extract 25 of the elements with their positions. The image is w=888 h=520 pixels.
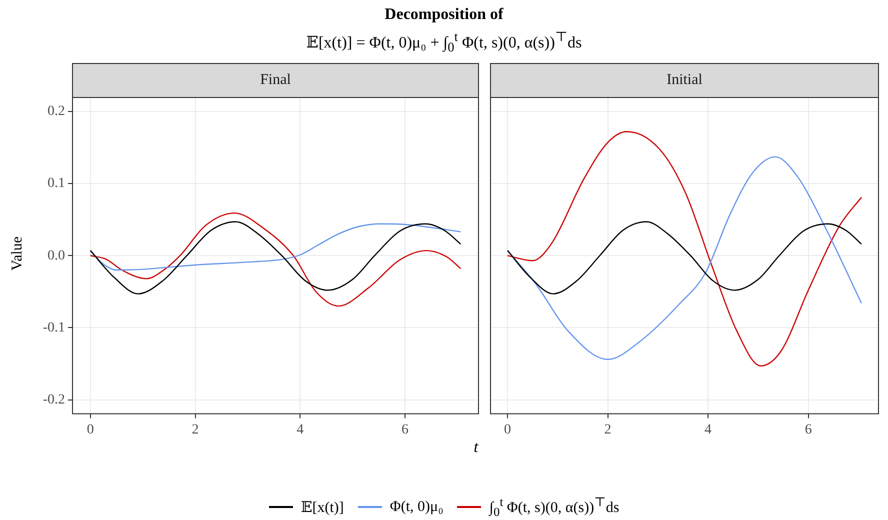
y-tick-label: -0.2 (42, 392, 65, 408)
x-tick-label: 4 (296, 422, 304, 438)
line-series (90, 221, 462, 294)
x-tick-label: 6 (402, 422, 409, 438)
text: Decomposition of (384, 5, 504, 25)
x-tick-label: 2 (604, 422, 612, 438)
y-tick-label: 0.0 (48, 248, 65, 264)
line-series (90, 223, 462, 271)
x-axis-title: t (472, 439, 480, 457)
y-tick-label: -0.1 (42, 320, 65, 336)
text: 𝔼[x(t)] = Φ(t, 0)μ₀ + ∫$_{0}$$^{t}$ Φ(t, s)(0, α(s))$^{⊤}$ds (305, 28, 583, 57)
legend-label: Φ(t, 0)μ₀ (390, 498, 444, 516)
x-tick-label: 0 (504, 422, 512, 438)
y-axis-title: Value (10, 235, 26, 273)
chart-title: Initial (490, 63, 879, 98)
legend-label: ∫$_{0}$$^{t}$ Φ(t, s)(0, α(s))$^{⊤}$ds (489, 494, 620, 520)
x-tick-label: 6 (804, 422, 812, 438)
x-tick-label: 0 (86, 422, 94, 438)
x-tick-label: 2 (192, 422, 199, 438)
y-tick-label: 0.2 (48, 104, 65, 120)
x-tick-label: 4 (704, 422, 712, 438)
legend-label: 𝔼[x(t)] (300, 498, 344, 516)
y-tick-label: 0.1 (48, 176, 65, 192)
chart-title: Final (72, 63, 479, 98)
line-series (90, 212, 462, 307)
